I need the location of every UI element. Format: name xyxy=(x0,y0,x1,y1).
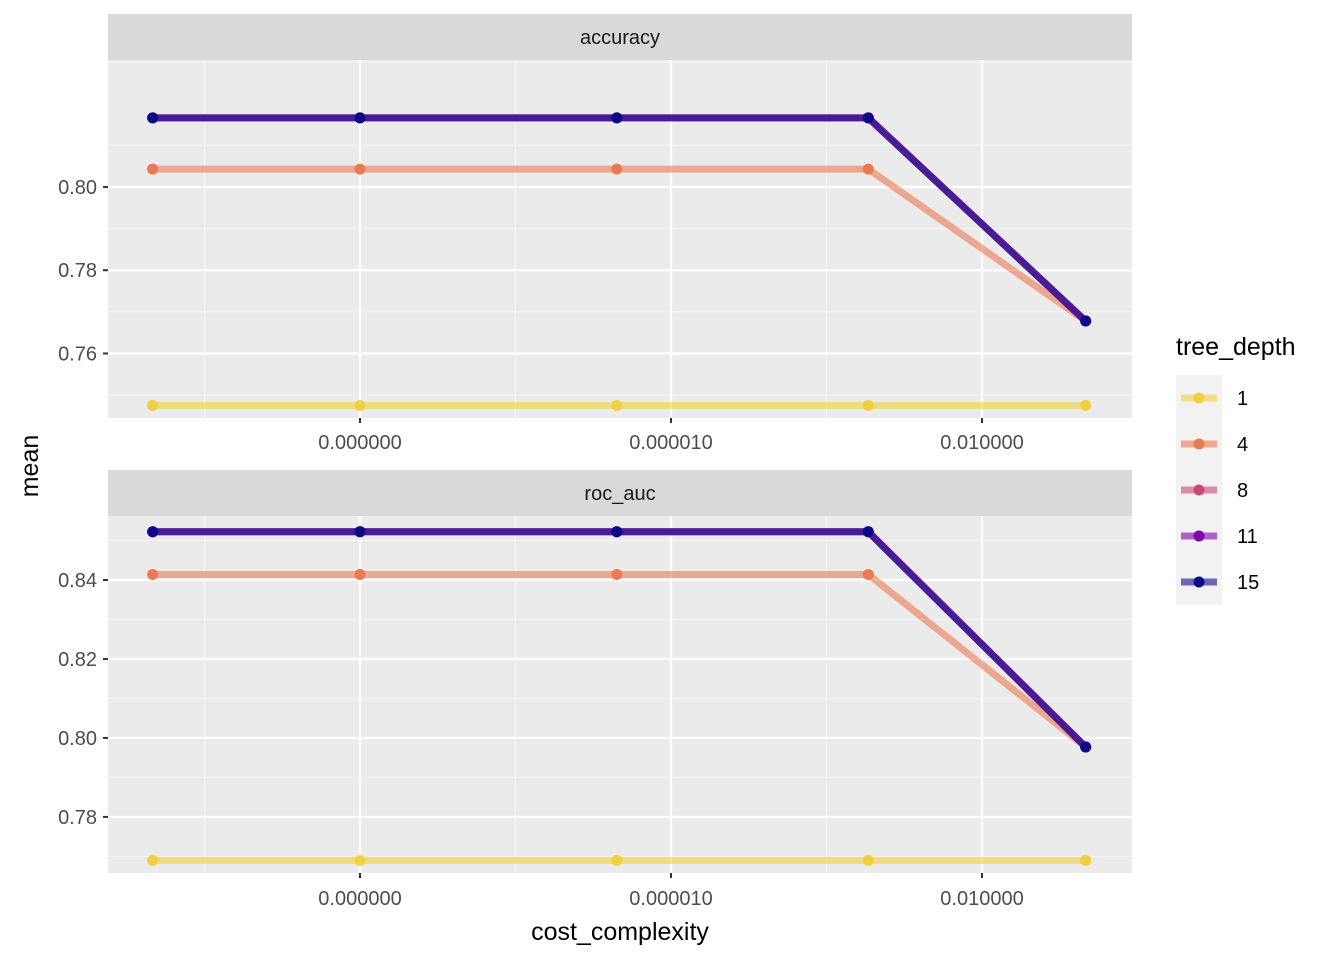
data-point xyxy=(611,163,623,175)
legend-key-point xyxy=(1193,484,1205,496)
facet-panel-accuracy: accuracy 0.76 0.78 0.80 0.000000 0.000010 0.01… xyxy=(58,14,1132,454)
data-point xyxy=(862,163,874,175)
legend-item-11: 11 xyxy=(1181,526,1258,548)
data-point xyxy=(862,112,874,124)
data-point xyxy=(1080,315,1092,327)
data-point xyxy=(1080,741,1092,753)
series-tree-depth-15 xyxy=(147,112,1092,327)
data-point xyxy=(354,568,366,580)
data-point xyxy=(611,400,623,412)
legend-label: 4 xyxy=(1237,434,1248,456)
legend-key-point xyxy=(1193,392,1205,404)
x-tick-label: 0.010000 xyxy=(940,888,1023,910)
legend: tree_depth 1 4 8 11 15 xyxy=(1176,333,1296,605)
series-tree-depth-1 xyxy=(147,854,1092,866)
data-point xyxy=(862,568,874,580)
legend-key-point xyxy=(1193,438,1205,450)
facet-strip-label: roc_auc xyxy=(584,483,655,505)
data-point xyxy=(862,400,874,412)
legend-label: 15 xyxy=(1237,572,1259,594)
data-point xyxy=(147,568,159,580)
data-point xyxy=(862,854,874,866)
y-tick-label: 0.80 xyxy=(58,177,97,199)
x-tick-label: 0.000010 xyxy=(629,432,712,454)
x-tick-label: 0.000000 xyxy=(318,432,401,454)
legend-key-point xyxy=(1193,530,1205,542)
data-point xyxy=(1080,854,1092,866)
y-axis-title: mean xyxy=(16,435,44,498)
data-point xyxy=(611,112,623,124)
series-tree-depth-4 xyxy=(147,568,1092,753)
y-tick-label: 0.82 xyxy=(58,649,97,671)
facet-panel-roc_auc: roc_auc 0.78 0.80 0.82 0.84 0.000000 0.000010 0… xyxy=(58,470,1132,910)
data-point xyxy=(862,526,874,538)
data-point xyxy=(147,400,159,412)
y-tick-label: 0.76 xyxy=(58,343,97,365)
series-tree-depth-1 xyxy=(147,400,1092,412)
data-point xyxy=(354,854,366,866)
facet-strip xyxy=(108,470,1132,516)
data-point xyxy=(354,163,366,175)
legend-label: 8 xyxy=(1237,480,1248,502)
panel-background xyxy=(108,516,1132,873)
data-point xyxy=(147,854,159,866)
data-point xyxy=(611,568,623,580)
legend-item-15: 15 xyxy=(1181,572,1259,594)
y-tick-label: 0.78 xyxy=(58,807,97,829)
data-point xyxy=(147,526,159,538)
legend-label: 11 xyxy=(1237,526,1258,548)
data-point xyxy=(354,112,366,124)
data-point xyxy=(611,854,623,866)
legend-item-1: 1 xyxy=(1181,388,1248,410)
x-tick-label: 0.000000 xyxy=(318,888,401,910)
y-tick-label: 0.80 xyxy=(58,728,97,750)
legend-item-8: 8 xyxy=(1181,480,1248,502)
legend-item-4: 4 xyxy=(1181,434,1248,456)
data-point xyxy=(147,163,159,175)
data-point xyxy=(147,112,159,124)
legend-label: 1 xyxy=(1237,388,1248,410)
legend-key-point xyxy=(1193,576,1205,588)
x-tick-label: 0.010000 xyxy=(940,432,1023,454)
facet-strip-label: accuracy xyxy=(580,27,660,49)
y-tick-label: 0.84 xyxy=(58,570,97,592)
x-tick-label: 0.000010 xyxy=(629,888,712,910)
series-tree-depth-15 xyxy=(147,526,1092,753)
data-point xyxy=(611,526,623,538)
facet-strip xyxy=(108,14,1132,60)
x-axis-title: cost_complexity xyxy=(531,918,709,946)
data-point xyxy=(354,400,366,412)
series-tree-depth-4 xyxy=(147,163,1092,327)
y-tick-label: 0.78 xyxy=(58,260,97,282)
legend-title: tree_depth xyxy=(1176,333,1296,361)
data-point xyxy=(354,526,366,538)
data-point xyxy=(1080,400,1092,412)
